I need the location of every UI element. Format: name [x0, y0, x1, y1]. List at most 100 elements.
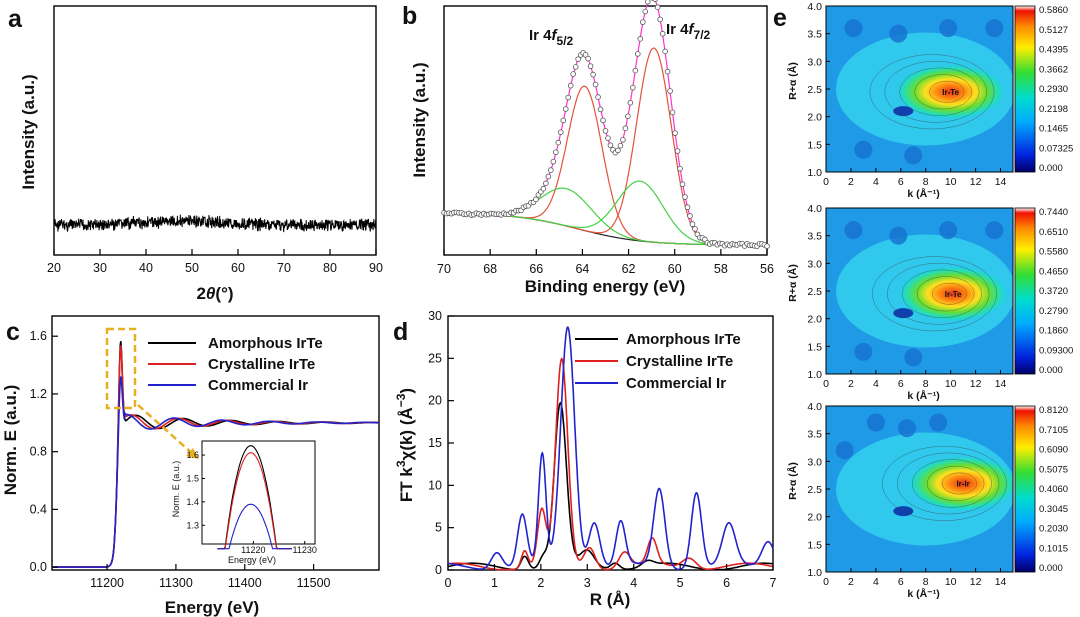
wavelet-maps: Ir-Te 0 2 4 6 8 10 12 14 1.0 1.5 2.0 2.5 3.0 3.5 4.0 k (…: [786, 1, 1073, 600]
panel-label-e: e: [773, 4, 787, 32]
colorbar-label: 0.000: [1039, 163, 1063, 174]
colorbar-label: 0.2030: [1039, 524, 1068, 535]
xanes-inset: 11220 11230 1.3 1.4 1.5 1.6 Energy (eV) Norm. E…: [171, 440, 317, 565]
data-point: [607, 142, 614, 149]
tick-label: 0: [823, 378, 829, 390]
contour-line: [916, 276, 975, 312]
panel-b-xticks: 70 68 66 64 62 60 58 56: [437, 249, 774, 276]
data-point: [553, 149, 559, 156]
tick-label: 1.0: [807, 369, 822, 381]
colorbar-label: 0.4395: [1039, 45, 1068, 56]
tick-label: 0.4: [30, 502, 47, 516]
tick-label: 70: [277, 261, 291, 275]
data-point: [585, 55, 591, 62]
data-point: [595, 94, 601, 100]
map-blob: [929, 413, 948, 432]
panel-label-c: c: [6, 318, 20, 346]
tick-label: 11400: [228, 576, 262, 590]
map-body: [826, 208, 1013, 374]
tick-label: 4: [873, 576, 879, 588]
data-point: [590, 71, 596, 78]
tick-label: 20: [47, 261, 61, 275]
map-blob: [854, 342, 873, 361]
wavelet-map: Ir-Te 0 2 4 6 8 10 12 14 1.0 1.5 2.0 2.5 3.0 3.5 4.0 k (…: [786, 203, 1073, 402]
zoom-arrow: [137, 404, 195, 456]
tick-label: 11220: [241, 545, 265, 555]
panel-c-xlabel: Energy (eV): [165, 598, 259, 617]
data-point: [654, 4, 661, 11]
map-blob: [904, 348, 923, 367]
tick-label: 3.5: [807, 429, 822, 441]
tick-label: 3.5: [807, 231, 822, 243]
tick-label: 2: [537, 576, 544, 590]
data-point: [600, 117, 606, 124]
panel-a-frame: [53, 5, 377, 256]
data-point: [625, 113, 631, 120]
tick-label: 3: [584, 576, 591, 590]
legend-label: Amorphous IrTe: [208, 335, 323, 352]
panel-b: b 70 68 66 64 62 60 58 56 Ir 4f5/2 Ir 4f7/2 Int…: [402, 0, 774, 296]
colorbar-label: 0.7440: [1039, 207, 1068, 218]
data-point: [627, 99, 634, 106]
contour-line: [912, 459, 992, 508]
legend-label: Crystalline IrTe: [626, 353, 733, 370]
tick-label: 10: [945, 576, 957, 588]
data-point: [575, 56, 581, 62]
tick-label: 30: [93, 261, 107, 275]
data-point: [582, 52, 589, 58]
zoom-arrow-head: [186, 448, 199, 459]
tick-label: 2: [848, 378, 854, 390]
data-point: [602, 128, 609, 134]
tick-label: 64: [575, 262, 589, 276]
panel-a-xticks: 20 30 40 50 60 70 80 90: [47, 249, 383, 275]
tick-label: 14: [995, 378, 1007, 390]
legend-label: Commercial Ir: [626, 375, 726, 392]
tick-label: 2.0: [807, 314, 822, 326]
contour-line: [882, 446, 1007, 521]
peak-label-ir-4f52: Ir 4f5/2: [529, 27, 574, 48]
tick-label: 1.3: [186, 520, 199, 530]
colorbar-label: 0.5127: [1039, 25, 1068, 36]
tick-label: 0.0: [30, 560, 47, 574]
panel-c-frame: [51, 315, 380, 571]
colorbar-label: 0.000: [1039, 365, 1063, 376]
tick-label: 1.6: [186, 450, 199, 460]
tick-label: 0.8: [30, 445, 47, 459]
colorbar-label: 0.2198: [1039, 104, 1068, 115]
colorbar: [1014, 5, 1036, 173]
tick-label: 11230: [293, 545, 317, 555]
tick-label: 14: [995, 176, 1007, 188]
data-point: [543, 180, 549, 187]
panel-c: c 11200 11300 11400 11500 0.0 0.4 0.8 1.2 1.6 Am…: [1, 315, 380, 617]
peak-label-ir-4f72: Ir 4f7/2: [666, 21, 711, 42]
map-xlabel: k (Å⁻¹): [907, 187, 939, 200]
tick-label: 1.5: [186, 473, 199, 483]
tick-label: 6: [898, 176, 904, 188]
contour-line: [869, 54, 995, 130]
inset-xlabel: Energy (eV): [228, 555, 276, 565]
tick-label: 4: [873, 378, 879, 390]
tick-label: 1.5: [807, 341, 822, 353]
colorbar-label: 0.1860: [1039, 326, 1068, 337]
wavelet-map: Ir-Ir 0 2 4 6 8 10 12 14 1.0 1.5 2.0 2.5 3.0 3.5 4.0 k (…: [786, 401, 1068, 600]
tick-label: 14: [995, 576, 1007, 588]
panel-d-ticks: 0 1 2 3 4 5 6 7 0 5 10 15 20 25 30: [428, 309, 776, 590]
map-peak: [907, 455, 1013, 512]
tick-label: 80: [323, 261, 337, 275]
map-minimum: [893, 308, 914, 319]
map-xlabel: k (Å⁻¹): [907, 389, 939, 402]
map-body: [826, 6, 1013, 172]
tick-label: 12: [970, 176, 982, 188]
peak-component: [444, 85, 767, 246]
data-point: [615, 147, 621, 154]
map-ylabel: R+α (Å): [786, 62, 799, 100]
tick-label: 6: [898, 378, 904, 390]
data-point: [652, 0, 658, 2]
data-point: [622, 125, 629, 132]
contour-line: [899, 67, 980, 116]
data-point: [630, 84, 636, 91]
data-point: [662, 48, 668, 55]
map-xlabel: k (Å⁻¹): [907, 587, 939, 600]
map-blob: [866, 413, 885, 432]
data-point: [562, 106, 569, 112]
